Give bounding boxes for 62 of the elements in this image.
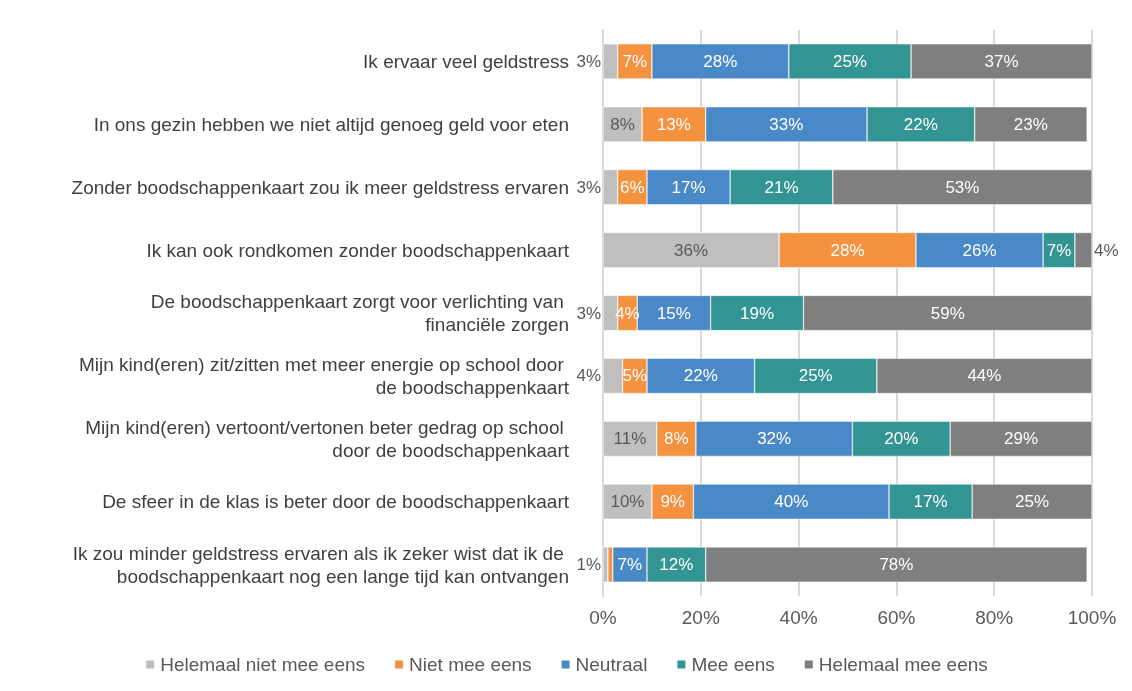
y-tick-label: Ik kan ook rondkomen zonder boodschappenkaart (146, 239, 570, 261)
y-tick-label: Zonder boodschappenkaart zou ik meer geldstress ervaren (71, 176, 569, 198)
data-label: 3% (576, 303, 601, 323)
data-label: 32% (757, 429, 792, 449)
data-label: 19% (740, 303, 775, 323)
x-tick-label: 100% (1067, 607, 1117, 628)
data-label: 11% (613, 429, 647, 449)
data-label: 78% (879, 555, 914, 575)
y-tick-label: Mijn kind(eren) zit/zitten met meer energie op school door de boodschappenkaart (78, 353, 570, 398)
x-tick-label: 0% (589, 607, 617, 628)
data-label: 12% (659, 555, 694, 575)
data-label: 20% (884, 429, 919, 449)
data-label: 4% (1094, 240, 1119, 260)
data-label: 25% (832, 51, 867, 71)
data-label: 59% (930, 303, 965, 323)
data-label: 21% (764, 177, 799, 197)
data-label: 6% (620, 177, 645, 197)
y-tick-label: Ik zou minder geldstress ervaren als ik zeker wist dat ik de boodschappenkaart nog een lange tijd kan ontvangen (72, 542, 569, 587)
data-label: 17% (671, 177, 706, 197)
data-label: 22% (903, 114, 938, 134)
data-label: 15% (656, 303, 691, 323)
data-label: 7% (617, 555, 643, 575)
data-label: 33% (769, 114, 804, 134)
data-label: 23% (1013, 114, 1048, 134)
data-label: 7% (622, 51, 648, 71)
y-tick-label: Ik ervaar veel geldstress (363, 50, 569, 72)
data-label: 8% (610, 114, 635, 134)
legend-label: Helemaal niet mee eens (160, 654, 366, 675)
data-label: 44% (967, 366, 1002, 386)
data-label: 53% (945, 177, 980, 197)
legend-label: Mee eens (691, 654, 775, 675)
data-label: 36% (674, 240, 709, 260)
data-label: 29% (1004, 429, 1039, 449)
data-label: 17% (913, 492, 948, 512)
data-label: 7% (1046, 240, 1072, 260)
data-label: 8% (664, 429, 689, 449)
x-tick-label: 20% (681, 607, 720, 628)
data-label: 10% (610, 492, 645, 512)
legend-label: Helemaal mee eens (818, 654, 988, 675)
data-label: 13% (656, 114, 691, 134)
x-tick-label: 40% (779, 607, 818, 628)
data-label: 25% (1015, 492, 1050, 512)
data-label: 28% (830, 240, 865, 260)
data-label: 1% (576, 555, 601, 575)
y-tick-label: De boodschappenkaart zorgt voor verlichting van financiële zorgen (150, 291, 569, 335)
data-label: 40% (774, 492, 809, 512)
data-label: 25% (798, 366, 833, 386)
x-tick-label: 80% (975, 607, 1014, 628)
data-label: 22% (683, 366, 718, 386)
data-label: 3% (576, 51, 601, 71)
data-label: 26% (962, 240, 997, 260)
y-tick-label: In ons gezin hebben we niet altijd genoeg geld voor eten (93, 113, 569, 135)
data-label: 37% (984, 51, 1019, 71)
y-tick-label: De sfeer in de klas is beter door de boodschappenkaart (102, 491, 570, 513)
data-label: 28% (703, 51, 738, 71)
data-label: 3% (576, 177, 601, 197)
legend-label: Neutraal (575, 654, 648, 675)
data-label: 9% (660, 492, 685, 512)
y-tick-label: Mijn kind(eren) vertoont/vertonen beter gedrag op school door de boodschappenkaart (85, 416, 570, 461)
x-tick-label: 60% (877, 607, 916, 628)
data-label: 4% (576, 366, 601, 386)
legend-label: Niet mee eens (409, 654, 532, 675)
